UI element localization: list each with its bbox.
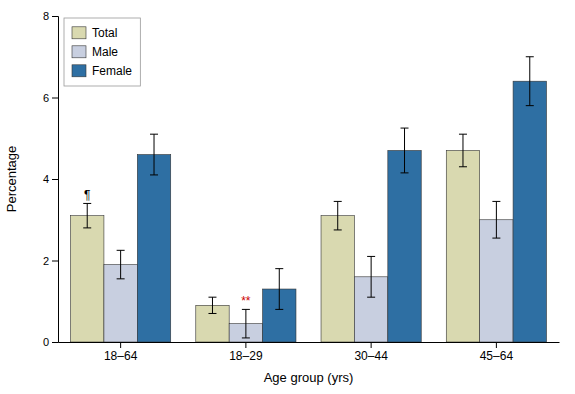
- bar: [321, 216, 354, 342]
- error-bar: [242, 309, 250, 338]
- error-bar: [275, 269, 283, 310]
- y-tick-mark: [52, 16, 58, 17]
- y-tick-label: 2: [43, 255, 49, 267]
- legend-item: Male: [72, 45, 118, 59]
- marks: [71, 57, 547, 342]
- y-tick-mark: [52, 342, 58, 343]
- x-tick-label: 18–29: [229, 349, 263, 363]
- x-tick-label: 18–64: [104, 349, 138, 363]
- y-tick: 8: [43, 10, 58, 22]
- error-bar: [117, 250, 125, 279]
- legend-box: [64, 18, 140, 86]
- x-axis-line: [59, 342, 560, 343]
- series: [137, 57, 546, 342]
- error-bar: [150, 134, 158, 175]
- bar: [71, 216, 104, 342]
- x-tick-mark: [245, 342, 246, 348]
- y-tick: 2: [43, 255, 58, 267]
- legend-label: Male: [92, 45, 118, 59]
- x-axis-title: Age group (yrs): [264, 370, 354, 385]
- error-bar: [367, 256, 375, 297]
- error-bar: [83, 203, 91, 227]
- legend-item: Total: [72, 26, 117, 40]
- x-tick-label: 30–44: [354, 349, 388, 363]
- error-bar: [208, 297, 216, 313]
- x-tick-mark: [371, 342, 372, 348]
- y-axis-title: Percentage: [4, 146, 19, 213]
- plot: 0 2 4 6 8 18–64 18–29 30–44 45–64 ¶ ** Total Male Fem…: [43, 10, 560, 363]
- error-bar: [526, 57, 534, 106]
- x-tick-mark: [120, 342, 121, 348]
- legend-swatch: [72, 27, 86, 39]
- legend-item: Female: [72, 64, 132, 78]
- y-tick-label: 0: [43, 336, 49, 348]
- bar: [137, 155, 170, 342]
- y-axis: 0 2 4 6 8: [43, 10, 59, 348]
- legend-label: Female: [92, 64, 132, 78]
- error-bar: [334, 201, 342, 230]
- legend-swatch: [72, 65, 86, 77]
- bar: [513, 81, 546, 342]
- legend: Total Male Female: [64, 18, 140, 86]
- x-tick-mark: [496, 342, 497, 348]
- x-tick-label: 45–64: [480, 349, 514, 363]
- bar: [388, 150, 421, 342]
- chart: 0 2 4 6 8 18–64 18–29 30–44 45–64 ¶ ** Total Male Fem…: [0, 0, 575, 394]
- legend-label: Total: [92, 26, 117, 40]
- error-bar: [459, 134, 467, 167]
- annotation: ¶: [84, 188, 90, 202]
- series: [71, 134, 480, 342]
- error-bar: [401, 128, 409, 173]
- x-axis: 18–64 18–29 30–44 45–64: [59, 342, 560, 363]
- annotation: **: [241, 294, 251, 308]
- x-tick: 45–64: [480, 342, 514, 363]
- y-tick-mark: [52, 261, 58, 262]
- bar: [446, 150, 479, 342]
- y-tick: 6: [43, 92, 58, 104]
- error-bars: [117, 201, 501, 338]
- x-tick: 30–44: [354, 342, 388, 363]
- y-tick-mark: [52, 98, 58, 99]
- y-tick-mark: [52, 179, 58, 180]
- x-tick: 18–64: [104, 342, 138, 363]
- y-tick-label: 8: [43, 10, 49, 22]
- y-tick: 4: [43, 173, 58, 185]
- y-axis-line: [52, 17, 59, 343]
- error-bars: [150, 57, 534, 310]
- y-tick-label: 6: [43, 92, 49, 104]
- error-bar: [492, 201, 500, 238]
- y-tick: 0: [43, 336, 58, 348]
- x-tick: 18–29: [229, 342, 263, 363]
- legend-swatch: [72, 46, 86, 58]
- y-tick-label: 4: [43, 173, 49, 185]
